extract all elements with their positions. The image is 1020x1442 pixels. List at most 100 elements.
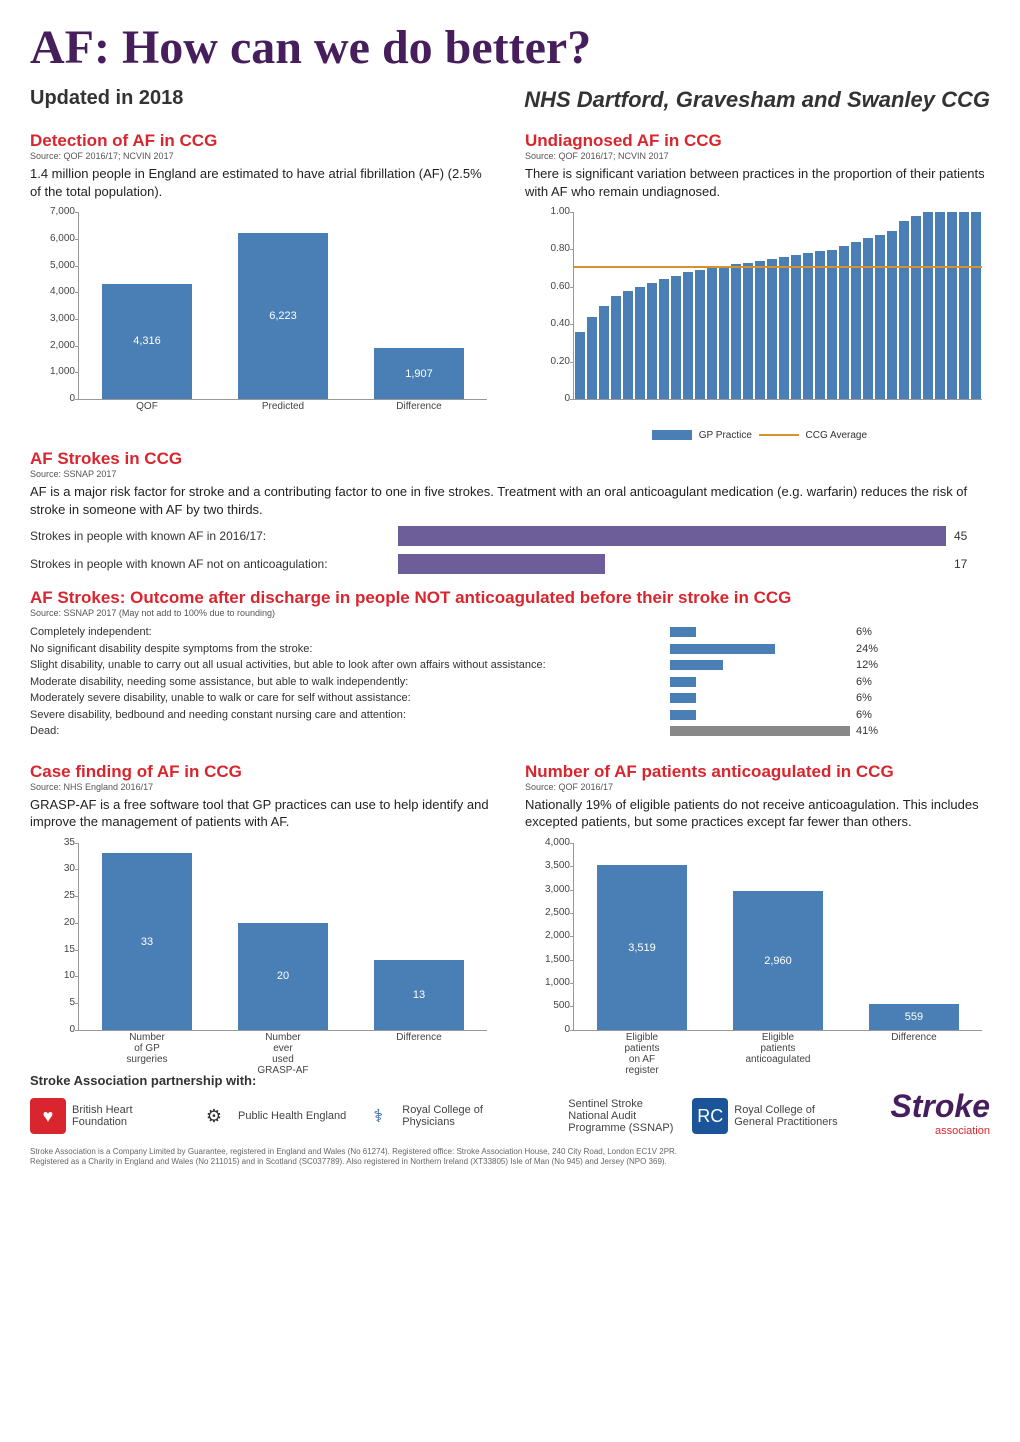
y-tick-label: 0.60 — [526, 281, 570, 292]
outcome-bar — [670, 677, 696, 687]
x-tick-label: Number of GP surgeries — [79, 1030, 215, 1065]
stroke-logo-text: Stroke — [890, 1088, 990, 1125]
partner-logo-icon: RC — [692, 1098, 728, 1134]
y-tick-label: 5 — [31, 997, 75, 1008]
bar: 33 — [102, 853, 192, 1029]
legend-swatch-practice — [652, 430, 692, 440]
outcome-pct: 41% — [850, 723, 900, 740]
partner-logo-name: Royal College of General Practitioners — [734, 1104, 844, 1128]
practice-bar — [971, 212, 981, 399]
practice-bar — [743, 263, 753, 400]
x-tick-label: Number ever used GRASP-AF — [215, 1030, 351, 1076]
practice-bar — [575, 332, 585, 399]
partner-logo-icon: ⚕ — [360, 1098, 396, 1134]
y-tick-label: 2,000 — [31, 340, 75, 351]
y-tick-label: 1,000 — [31, 366, 75, 377]
practice-bar — [959, 212, 969, 399]
outcome-pct: 6% — [850, 690, 900, 707]
y-tick-label: 1,500 — [526, 954, 570, 965]
case-finding-chart: 0510152025303533Number of GP surgeries20… — [30, 839, 495, 1059]
y-tick-label: 500 — [526, 1000, 570, 1011]
bar-value-label: 3,519 — [597, 942, 687, 954]
y-tick-label: 1,000 — [526, 977, 570, 988]
outcomes-section: AF Strokes: Outcome after discharge in p… — [30, 588, 990, 740]
strokes-row-label: Strokes in people with known AF not on a… — [30, 557, 390, 571]
partner-logo-icon: ⚙ — [196, 1098, 232, 1134]
practice-bar — [935, 212, 945, 399]
y-tick-label: 35 — [31, 837, 75, 848]
bar-value-label: 1,907 — [374, 368, 464, 380]
partner-logo-icon: ♥ — [30, 1098, 66, 1134]
outcome-row: Dead:41% — [30, 723, 990, 740]
case-finding-section: Case finding of AF in CCG Source: NHS En… — [30, 754, 495, 1059]
bar: 2,960 — [733, 891, 823, 1029]
practice-bar — [623, 291, 633, 399]
practice-bar — [899, 221, 909, 399]
practice-bar — [863, 238, 873, 399]
body-text: There is significant variation between p… — [525, 165, 990, 200]
outcome-label: Slight disability, unable to carry out a… — [30, 657, 670, 674]
strokes-bar — [398, 526, 946, 546]
y-tick-label: 4,000 — [526, 837, 570, 848]
practice-bar — [923, 212, 933, 399]
row-detection-undiagnosed: Detection of AF in CCG Source: QOF 2016/… — [30, 123, 990, 441]
outcome-row: Slight disability, unable to carry out a… — [30, 657, 990, 674]
outcome-pct: 6% — [850, 624, 900, 641]
outcome-label: No significant disability despite sympto… — [30, 641, 670, 658]
partner-logo-name: Sentinel Stroke National Audit Programme… — [568, 1098, 678, 1134]
partner-logo: ⚕Royal College of Physicians — [360, 1098, 512, 1134]
outcome-bar — [670, 710, 696, 720]
practice-bar — [731, 264, 741, 399]
practice-bar — [911, 216, 921, 399]
bar-value-label: 13 — [374, 989, 464, 1001]
outcome-row: Severe disability, bedbound and needing … — [30, 707, 990, 724]
legend-label-practice: GP Practice — [699, 430, 752, 441]
practice-bar — [599, 306, 609, 400]
main-title: AF: How can we do better? — [30, 20, 990, 75]
source-label: Source: SSNAP 2017 — [30, 469, 990, 479]
partner-logo: Sentinel Stroke National Audit Programme… — [526, 1098, 678, 1134]
partner-logo-name: Royal College of Physicians — [402, 1104, 512, 1128]
source-label: Source: NHS England 2016/17 — [30, 782, 495, 792]
ccg-name: NHS Dartford, Gravesham and Swanley CCG — [524, 87, 990, 113]
y-tick-label: 25 — [31, 890, 75, 901]
practice-bar — [779, 257, 789, 399]
x-tick-label: QOF — [79, 399, 215, 412]
practice-bar — [635, 287, 645, 399]
practice-bar — [671, 276, 681, 399]
section-title: Detection of AF in CCG — [30, 131, 495, 151]
outcome-bar — [670, 726, 850, 736]
bar: 20 — [238, 923, 328, 1030]
practice-bar — [683, 272, 693, 399]
y-tick-label: 7,000 — [31, 206, 75, 217]
outcome-label: Moderate disability, needing some assist… — [30, 674, 670, 691]
footer-line2: Registered as a Charity in England and W… — [30, 1157, 990, 1167]
practice-bar — [659, 279, 669, 399]
strokes-table: Strokes in people with known AF in 2016/… — [30, 526, 990, 574]
section-title: Undiagnosed AF in CCG — [525, 131, 990, 151]
y-tick-label: 3,000 — [526, 884, 570, 895]
y-tick-label: 4,000 — [31, 286, 75, 297]
bar-value-label: 2,960 — [733, 955, 823, 967]
source-label: Source: QOF 2016/17; NCVIN 2017 — [525, 151, 990, 161]
y-tick-label: 0 — [31, 1024, 75, 1035]
bar-value-label: 559 — [869, 1011, 959, 1023]
partner-logos: ♥British Heart Foundation ⚙ Public Health … — [30, 1098, 844, 1134]
partner-logo: ♥British Heart Foundation — [30, 1098, 182, 1134]
outcome-row: No significant disability despite sympto… — [30, 641, 990, 658]
partner-logo-name: Public Health England — [238, 1110, 346, 1122]
footer-text: Stroke Association is a Company Limited … — [30, 1147, 990, 1168]
y-tick-label: 10 — [31, 970, 75, 981]
y-tick-label: 15 — [31, 944, 75, 955]
bar-value-label: 4,316 — [102, 335, 192, 347]
strokes-row: Strokes in people with known AF not on a… — [30, 554, 990, 574]
bar: 13 — [374, 960, 464, 1029]
source-label: Source: QOF 2016/17; NCVIN 2017 — [30, 151, 495, 161]
bar: 3,519 — [597, 865, 687, 1030]
y-tick-label: 20 — [31, 917, 75, 928]
af-strokes-section: AF Strokes in CCG Source: SSNAP 2017 AF … — [30, 449, 990, 574]
partner-logo-name: British Heart Foundation — [72, 1104, 182, 1128]
x-tick-label: Eligible patients anticoagulated — [710, 1030, 846, 1065]
y-tick-label: 0.20 — [526, 356, 570, 367]
practice-bar — [791, 255, 801, 399]
